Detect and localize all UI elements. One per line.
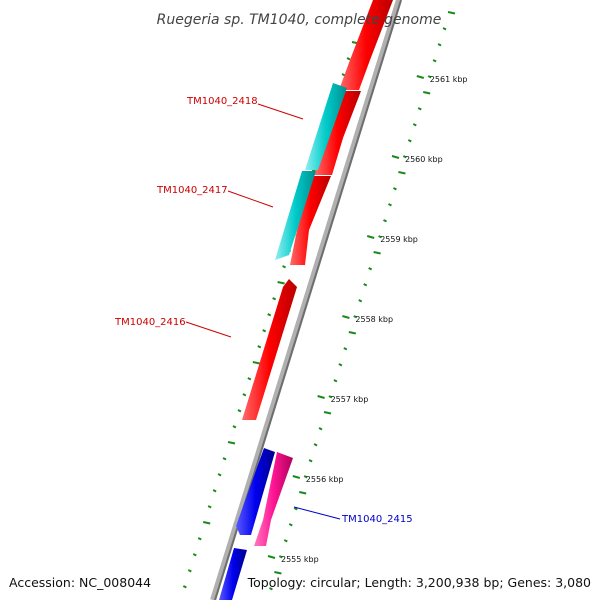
- tick-inner-12: [388, 203, 392, 207]
- scale-major-tick: [391, 155, 400, 159]
- tick-inner-5: [422, 91, 431, 95]
- scale-major-tick: [267, 555, 276, 559]
- tick-inner-11: [392, 187, 397, 191]
- tick-inner-1: [442, 27, 447, 31]
- tick-outer-20: [252, 361, 261, 365]
- gene-leader-tm1040-2416: [185, 321, 232, 338]
- gene-arrow-cyan-upper: [305, 83, 347, 170]
- tick-outer-34: [182, 585, 187, 589]
- scale-label: 2559 kbp: [380, 235, 418, 244]
- tick-inner-33: [283, 539, 288, 543]
- tick-inner-34: [278, 555, 283, 559]
- scale-labels: 2555 kbp 2556 kbp 2557 kbp 2558 kbp 2559 kbp…: [267, 75, 468, 564]
- tick-outer-1: [346, 57, 351, 61]
- tick-inner-19: [353, 315, 358, 319]
- scale-major-tick: [292, 475, 301, 479]
- gene-arrow-tm1040-2418: [314, 91, 361, 175]
- tick-outer-14: [282, 265, 287, 269]
- scale-label: 2557 kbp: [331, 395, 369, 404]
- gene-label-tm1040-2416[interactable]: TM1040_2416: [114, 317, 186, 328]
- tick-outer-15: [277, 281, 285, 285]
- gene-leader-tm1040-2415: [293, 506, 341, 520]
- scale-major-tick: [342, 315, 350, 319]
- gene-label-tm1040-2417[interactable]: TM1040_2417: [156, 185, 228, 196]
- genome-summary-text: Topology: circular; Length: 3,200,938 bp…: [247, 575, 591, 590]
- tick-inner-6: [417, 107, 422, 111]
- tick-inner-13: [383, 219, 387, 223]
- gene-arrow-blue-lower: [219, 548, 247, 600]
- tick-inner-27: [313, 443, 318, 447]
- tick-outer-31: [197, 537, 202, 541]
- tick-outer-26: [222, 457, 227, 461]
- scale-label: 2556 kbp: [306, 475, 344, 484]
- tick-inner-21: [343, 347, 348, 351]
- gene-label-tm1040-2415[interactable]: TM1040_2415: [341, 514, 413, 525]
- tick-inner-4: [427, 75, 432, 79]
- tick-outer-30: [202, 521, 211, 525]
- tick-outer-29: [207, 505, 212, 509]
- gene-arrow-red-top: [339, 0, 393, 90]
- tick-inner-24: [328, 395, 333, 399]
- tick-inner-29: [303, 475, 308, 479]
- scale-label: 2558 kbp: [355, 315, 393, 324]
- tick-outer-23: [237, 409, 242, 413]
- tick-inner-31: [293, 507, 298, 511]
- tick-inner-35: [274, 571, 282, 575]
- tick-inner-20: [348, 331, 357, 335]
- tick-inner-17: [363, 283, 368, 287]
- tick-inner-10: [398, 171, 406, 175]
- gene-arrow-blue-upper: [236, 448, 275, 535]
- tick-inner-30: [298, 491, 307, 495]
- gene-leader-tm1040-2417: [227, 190, 274, 208]
- gene-label-tm1040-2418[interactable]: TM1040_2418: [186, 96, 258, 107]
- tick-inner-7: [412, 123, 417, 127]
- tick-outer-32: [192, 553, 197, 557]
- map-title: Ruegeria sp. TM1040, complete genome: [157, 12, 442, 28]
- scale-label: 2560 kbp: [405, 155, 443, 164]
- scale-label: 2561 kbp: [430, 75, 468, 84]
- tick-inner-16: [368, 267, 373, 271]
- tick-inner-18: [358, 299, 363, 303]
- tick-outer-33: [187, 569, 192, 573]
- tick-inner-8: [407, 139, 412, 143]
- scale-major-tick: [317, 395, 325, 399]
- tick-inner-2: [437, 43, 442, 47]
- tick-inner-26: [318, 427, 323, 431]
- gene-leader-tm1040-2418: [257, 103, 304, 120]
- tick-outer-24: [232, 425, 237, 429]
- accession-text: Accession: NC_008044: [9, 575, 151, 590]
- scale-label: 2555 kbp: [281, 555, 319, 564]
- tick-outer-21: [247, 377, 252, 381]
- tick-outer-19: [257, 345, 262, 349]
- tick-outer-25: [227, 441, 236, 445]
- tick-inner-3: [432, 59, 437, 63]
- tick-inner-28: [308, 459, 313, 463]
- tick-inner-32: [288, 523, 293, 527]
- gene-arrow-cyan-lower: [275, 171, 316, 260]
- tick-inner-15: [373, 251, 381, 255]
- scale-major-tick: [366, 235, 375, 239]
- tick-outer-27: [217, 473, 222, 477]
- tick-inner-25: [323, 411, 332, 415]
- gene-arrow-tm1040-2417: [290, 176, 331, 265]
- scale-major-tick: [416, 75, 425, 79]
- gene-arrow-tm1040-2416: [242, 279, 297, 420]
- tick-outer-16: [272, 297, 277, 301]
- tick-inner-22: [338, 363, 343, 367]
- tick-inner-0: [447, 11, 456, 15]
- tick-outer-22: [242, 393, 247, 397]
- tick-inner-9: [402, 155, 407, 159]
- gene-arrow-tm1040-2415: [254, 452, 293, 546]
- genome-backbone: [210, 0, 402, 600]
- tick-inner-23: [333, 379, 338, 383]
- tick-outer-18: [262, 329, 267, 333]
- tick-outer-28: [212, 489, 217, 493]
- tick-inner-36: [268, 587, 273, 591]
- tick-inner-14: [378, 235, 383, 239]
- tick-outer-17: [267, 313, 272, 317]
- tick-marks-inner: [268, 11, 456, 591]
